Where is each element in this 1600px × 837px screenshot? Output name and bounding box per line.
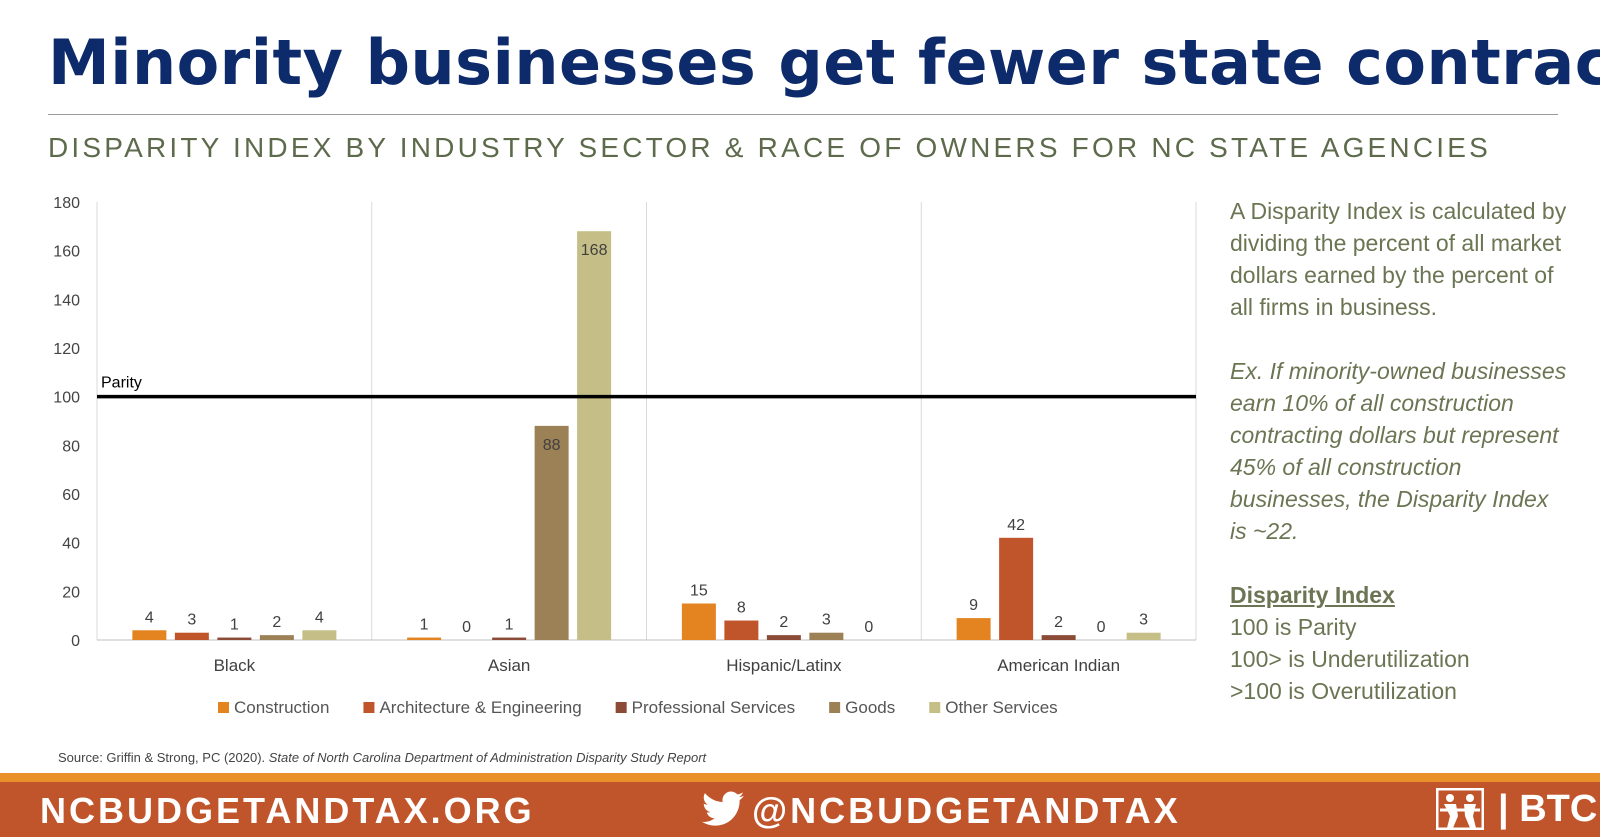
y-tick-label: 0 [71,633,80,650]
source-citation: Source: Griffin & Strong, PC (2020). Sta… [58,750,706,765]
y-tick-label: 60 [62,487,80,504]
bar [577,231,612,640]
legend-label: Goods [845,698,895,717]
y-tick-label: 140 [53,292,80,309]
legend-swatch [363,702,375,713]
twitter-handle-link[interactable]: @NCBUDGETANDTAX [752,790,1181,831]
bar [492,637,527,640]
y-tick-label: 100 [53,390,80,407]
example-text: Ex. If minority-owned businesses earn 10… [1230,358,1567,544]
bar [999,537,1034,640]
btc-brand-text: BTC [1519,788,1598,830]
legend-label: Other Services [945,698,1057,717]
data-label: 3 [822,612,831,629]
data-label: 8 [737,600,746,617]
data-label: 1 [505,617,514,634]
y-tick-label: 20 [62,584,80,601]
bar [407,637,442,640]
y-tick-label: 120 [53,341,80,358]
website-link[interactable]: NCBUDGETANDTAX.ORG [40,790,535,831]
y-tick-label: 160 [53,244,80,261]
bar [302,630,337,640]
bar [534,425,569,640]
data-label: 0 [864,619,873,636]
footer-bar: NCBUDGETANDTAX.ORG @NCBUDGETANDTAX | BTC [0,782,1600,837]
legend-swatch [829,702,841,713]
y-tick-label: 80 [62,438,80,455]
data-label: 42 [1007,517,1025,534]
chart-subtitle: DISPARITY INDEX BY INDUSTRY SECTOR & RAC… [48,132,1492,163]
twitter-bird-icon [702,791,744,832]
legend-label: Construction [234,698,329,717]
legend-swatch [615,702,627,713]
data-label: 88 [543,437,561,454]
btc-logo-icon [1435,787,1485,835]
bar [1041,635,1076,640]
legend-label: Professional Services [632,698,795,717]
y-tick-label: 40 [62,536,80,553]
title-divider [48,114,1558,115]
data-label: 2 [272,614,281,631]
data-label: 2 [779,614,788,631]
category-label: Asian [488,656,531,675]
bar [724,620,759,640]
data-label: 9 [969,597,978,614]
bar [681,603,716,640]
data-label: 3 [1139,612,1148,629]
data-label: 3 [187,612,196,629]
source-report-title: State of North Carolina Department of Ad… [268,750,707,765]
explanation-panel: A Disparity Index is calculated by divid… [1230,195,1570,707]
legend-label: Architecture & Engineering [379,698,581,717]
legend-swatch [929,702,941,713]
bar [259,635,294,640]
source-prefix: Source: Griffin & Strong, PC (2020). [58,750,269,765]
data-label: 0 [462,619,471,636]
data-label: 1 [420,617,429,634]
explanation-text: A Disparity Index is calculated by divid… [1230,198,1567,320]
overutilization-text: >100 is Overutilization [1230,678,1457,704]
bar [132,630,167,640]
parity-label: Parity [101,375,142,392]
disparity-index-heading: Disparity Index [1230,582,1395,608]
data-label: 15 [690,583,708,600]
bar [174,632,209,640]
data-label: 2 [1054,614,1063,631]
data-label: 0 [1097,619,1106,636]
data-label: 4 [145,609,154,626]
data-label: 4 [315,609,324,626]
bar [1126,632,1161,640]
category-label: Black [214,656,256,675]
legend-swatch [218,702,229,713]
underutilization-text: 100> is Underutilization [1230,646,1470,672]
page-title: Minority businesses get fewer state cont… [48,26,1600,99]
bar [956,618,991,640]
btc-brand: | BTC [1498,788,1598,830]
bar [809,632,844,640]
category-label: Hispanic/Latinx [726,656,842,675]
category-label: American Indian [997,656,1120,675]
parity-line-text: 100 is Parity [1230,614,1357,640]
bar [766,635,801,640]
bar [217,637,252,640]
data-label: 168 [581,242,608,259]
footer-accent-stripe [0,773,1600,782]
y-tick-label: 180 [53,195,80,212]
data-label: 1 [230,617,239,634]
